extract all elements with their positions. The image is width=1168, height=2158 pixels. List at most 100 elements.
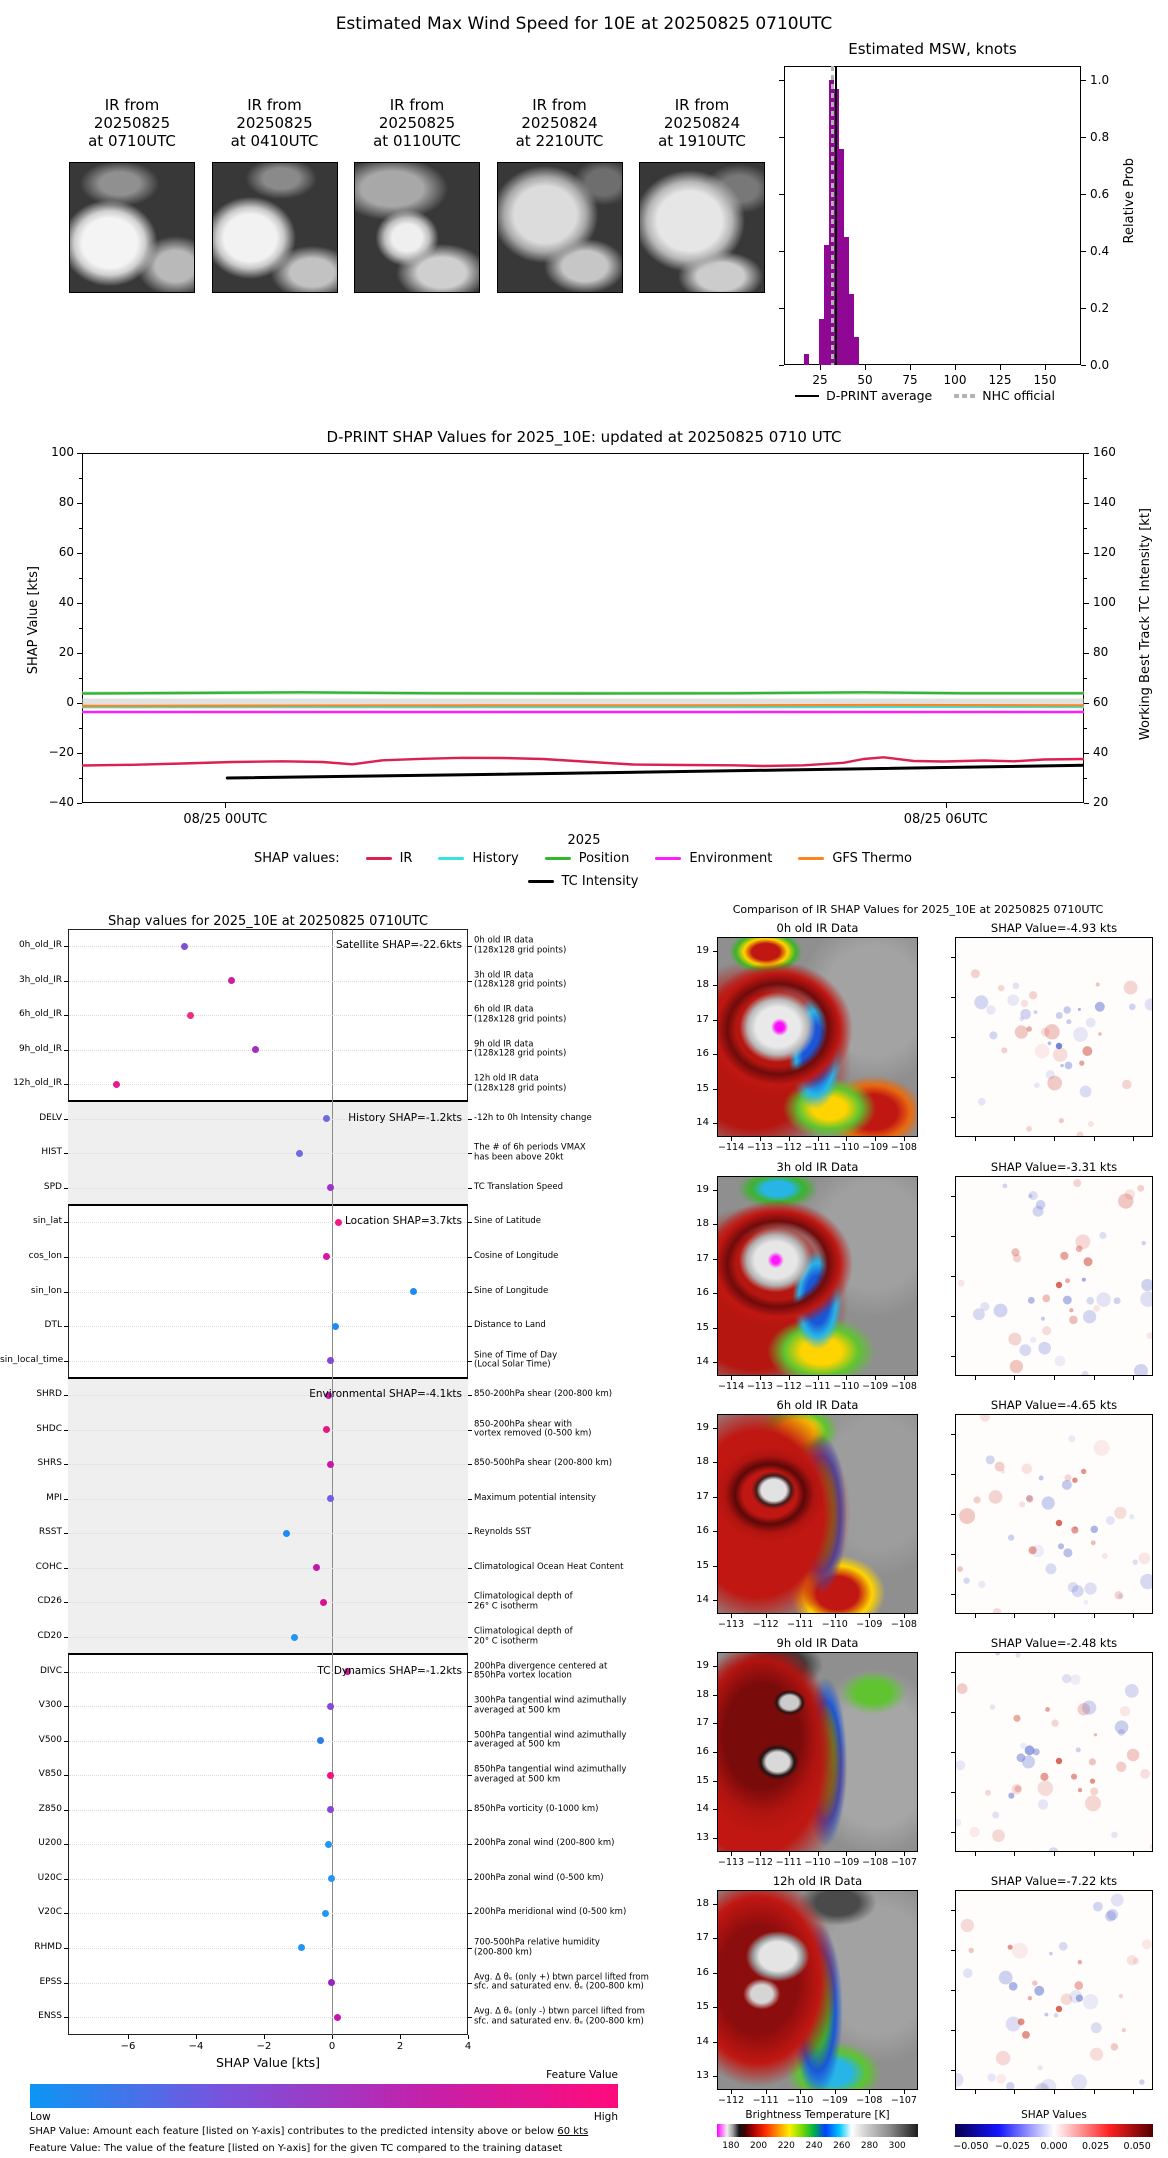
hist-bar (819, 319, 825, 365)
dotplot-group-divider (68, 1653, 468, 1656)
dotplot-row-label: U20C (37, 1872, 62, 1883)
ir-map-xtick-mark (731, 1852, 733, 1856)
dotplot-row-label: SHRS (37, 1458, 62, 1469)
ir-map-xtick-label: −113 (746, 1381, 773, 1392)
dotplot-row-tick (468, 1222, 472, 1224)
shap-values-colorbar (955, 2124, 1153, 2137)
dotplot-row-label: U200 (38, 1838, 62, 1849)
shap-map-tick (974, 1137, 976, 1141)
ts-xtick-mark (225, 803, 227, 808)
black-line-swatch-icon (795, 394, 820, 397)
hist-xtick-label: 150 (1033, 373, 1057, 387)
shap-map-tick (1133, 1852, 1135, 1856)
bt-colorbar-tick-label: 180 (722, 2141, 740, 2151)
dotplot-row-tick (64, 1567, 68, 1569)
ir-map-ytick-mark (713, 1293, 717, 1295)
colorbar-high-label: High (593, 2111, 618, 2123)
histogram-title: Estimated MSW, knots (848, 40, 1017, 58)
ir-map-xtick-label: −111 (775, 1857, 802, 1868)
brightness-temp-colorbar-label: Brightness Temperature [K] (745, 2109, 890, 2121)
dotplot-row-description: Sine of Latitude (474, 1216, 541, 1227)
shap-map-tick (951, 2030, 955, 2031)
ts-ytick-mark (77, 603, 82, 604)
ir-map-xtick-label: −112 (752, 1619, 779, 1630)
dotplot-row-description: Avg. Δ θₑ (only -) btwn parcel lifted fr… (474, 2006, 645, 2027)
dotplot-row-tick (64, 1602, 68, 1604)
ir-map-ytick-label: 13 (696, 2070, 709, 2081)
ir-map-xtick-label: −110 (787, 2095, 814, 2106)
ir-map-ytick-mark (713, 1565, 717, 1567)
dotplot-row-tick (64, 1947, 68, 1949)
dotplot-row-gridline (69, 1671, 467, 1673)
dotplot-row-tick (64, 1498, 68, 1500)
ir-map-ytick-label: 18 (696, 979, 709, 991)
shap-map-tick (974, 1376, 976, 1380)
shap-map-tick (1133, 2090, 1135, 2094)
ir-map-image (717, 937, 918, 1137)
dotplot-xtick-label: 2 (396, 2041, 404, 2052)
dotplot-row-description: 6h old IR data (128x128 grid points) (474, 1004, 567, 1025)
shap-map-tick (1054, 1852, 1055, 1856)
shap-map-image (955, 1176, 1153, 1376)
dotplot-row-tick (64, 1222, 68, 1224)
ir-map-xtick-mark (731, 2090, 733, 2094)
ir-map-xtick-label: −108 (890, 1381, 917, 1392)
hist-ytick-mark (1081, 137, 1086, 139)
ir-map-title: 12h old IR Data (772, 1874, 863, 1888)
shap-map-title: SHAP Value=-4.65 kts (990, 1398, 1118, 1412)
shap-map-tick (1093, 1376, 1095, 1380)
shap-map-tick (951, 1077, 955, 1078)
ts-minor-tick (1084, 578, 1087, 579)
ts-ytick-label-left: −20 (48, 745, 74, 759)
dotplot-marker (316, 1737, 324, 1745)
hist-bar (844, 236, 850, 365)
dotplot-marker (331, 1322, 339, 1330)
ir-map-ytick-label: 17 (696, 1932, 709, 1944)
ir-map-ytick-mark (713, 2041, 717, 2043)
ir-map-xtick-mark (800, 2090, 802, 2094)
ir-map-xtick-label: −110 (821, 1619, 848, 1630)
dotplot-row-label: CD26 (37, 1596, 62, 1607)
line-swatch-icon (655, 857, 682, 860)
ts-minor-tick (79, 678, 82, 679)
ir-map-xtick-label: −113 (746, 1142, 773, 1153)
dotplot-marker (323, 1115, 331, 1123)
dotplot-row-tick (468, 2017, 472, 2019)
dotplot-row-gridline (69, 946, 467, 947)
dotplot-row-gridline (69, 1567, 467, 1569)
dotplot-row-label: SPD (43, 1181, 62, 1192)
ts-ytick-label-right: 80 (1093, 645, 1109, 659)
hist-ytick-label: 0.6 (1090, 187, 1110, 202)
hist-ytick-mark (779, 365, 784, 366)
dotplot-row-gridline (69, 1637, 467, 1638)
shap-map-tick (1014, 1137, 1016, 1141)
dotplot-marker (291, 1633, 299, 1641)
dotplot-marker (228, 977, 236, 985)
dotplot-marker (112, 1080, 120, 1088)
timeseries-ylabel-right: Working Best Track TC Intensity [kt] (1138, 508, 1153, 741)
dotplot-row-tick (468, 1153, 472, 1155)
timeseries-title: D-PRINT SHAP Values for 2025_10E: update… (326, 428, 842, 446)
legend-item-position: Position (544, 851, 629, 866)
ir-map-xtick-mark (869, 2090, 871, 2094)
dotplot-group-label: Location SHAP=3.7kts (345, 1215, 462, 1228)
hist-ytick-mark (1081, 308, 1086, 310)
dotplot-group-shading (68, 1101, 468, 1206)
dotplot-row-description: Maximum potential intensity (474, 1493, 596, 1503)
ir-map-ytick-mark (713, 1327, 717, 1329)
dotplot-xtick-mark (400, 2035, 401, 2039)
timeseries-xlabel: 2025 (567, 833, 601, 848)
dotplot-row-gridline (69, 1118, 467, 1120)
dotplot-row-description: 850-200hPa shear with vortex removed (0-… (474, 1419, 592, 1439)
ir-map-ytick-label: 13 (696, 1832, 709, 1843)
ir-map-xtick-label: −108 (856, 2095, 883, 2106)
ir-map-xtick-label: −114 (718, 1381, 745, 1392)
dotplot-row-tick (64, 1291, 68, 1293)
bt-colorbar-tick-label: 220 (777, 2141, 795, 2151)
line-swatch-icon (798, 857, 825, 860)
hist-ytick-mark (779, 137, 784, 139)
ir-map-ytick-mark (713, 1088, 717, 1090)
shap-map-tick (974, 1614, 976, 1618)
ir-map-ytick-label: 14 (696, 1117, 709, 1128)
